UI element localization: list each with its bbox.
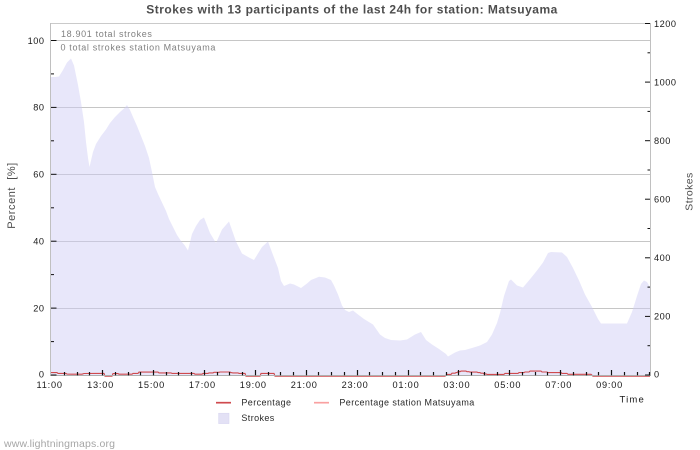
svg-text:05:00: 05:00	[494, 380, 521, 390]
svg-text:600: 600	[654, 195, 671, 205]
svg-text:100: 100	[28, 36, 45, 46]
svg-text:23:00: 23:00	[342, 380, 369, 390]
svg-text:Strokes with 13 participants o: Strokes with 13 participants of the last…	[146, 3, 558, 17]
svg-text:40: 40	[33, 237, 44, 247]
svg-text:09:00: 09:00	[596, 380, 623, 390]
svg-text:20: 20	[33, 303, 44, 313]
svg-text:www.lightningmaps.org: www.lightningmaps.org	[3, 438, 115, 450]
svg-text:11:00: 11:00	[37, 380, 63, 390]
svg-text:13:00: 13:00	[87, 380, 114, 390]
svg-text:1000: 1000	[654, 77, 676, 87]
svg-text:21:00: 21:00	[291, 380, 318, 390]
svg-text:0: 0	[654, 369, 660, 379]
svg-text:0: 0	[39, 369, 45, 379]
svg-text:Strokes: Strokes	[683, 172, 695, 210]
svg-text:03:00: 03:00	[443, 380, 470, 390]
svg-text:60: 60	[33, 170, 44, 180]
svg-text:400: 400	[654, 253, 671, 263]
svg-text:15:00: 15:00	[138, 380, 165, 390]
svg-text:1200: 1200	[654, 19, 676, 29]
svg-text:200: 200	[654, 312, 671, 322]
svg-text:Percentage station Matsuyama: Percentage station Matsuyama	[339, 398, 474, 408]
svg-text:Percentage: Percentage	[241, 398, 291, 408]
svg-text:Time: Time	[619, 395, 645, 406]
svg-text:0 total strokes station Matsuy: 0 total strokes station Matsuyama	[61, 42, 217, 52]
svg-text:19:00: 19:00	[240, 380, 267, 390]
svg-text:80: 80	[33, 103, 44, 113]
svg-text:800: 800	[654, 136, 671, 146]
svg-text:17:00: 17:00	[189, 380, 216, 390]
svg-text:Strokes: Strokes	[241, 413, 274, 423]
svg-text:07:00: 07:00	[545, 380, 572, 390]
svg-text:Percent [%]: Percent [%]	[6, 162, 18, 229]
svg-text:01:00: 01:00	[393, 380, 420, 390]
svg-text:18.901 total strokes: 18.901 total strokes	[61, 29, 153, 39]
